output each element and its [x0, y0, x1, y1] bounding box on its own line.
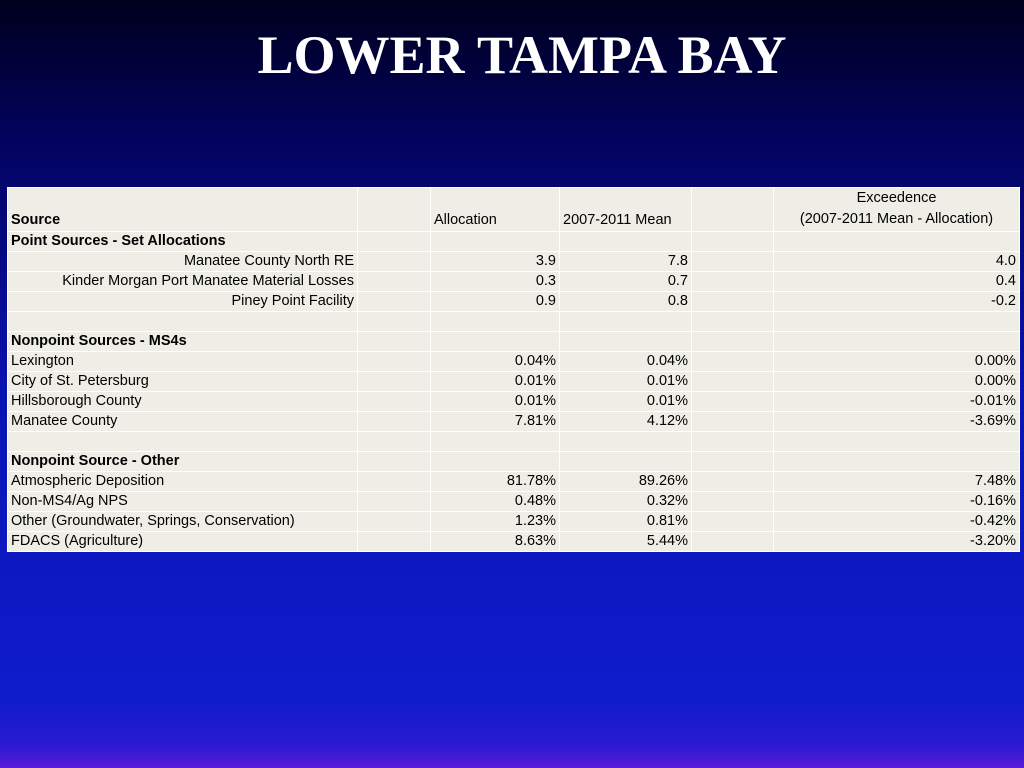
- header-exceedence-line1: Exceedence: [856, 190, 937, 206]
- row-mean: 4.12%: [559, 411, 692, 432]
- row-source: FDACS (Agriculture): [7, 531, 358, 552]
- row-mean: 0.8: [559, 291, 692, 312]
- spacer-row: [7, 311, 1020, 332]
- row-exceedence: -0.2: [773, 291, 1020, 312]
- header-empty-1: [357, 187, 431, 232]
- section-heading-row: Nonpoint Sources - MS4s: [7, 331, 1020, 352]
- row-allocation: 81.78%: [430, 471, 560, 492]
- section-heading-row: Point Sources - Set Allocations: [7, 231, 1020, 252]
- section-heading: Point Sources - Set Allocations: [7, 231, 358, 252]
- row-exceedence: 0.00%: [773, 351, 1020, 372]
- row-source: Lexington: [7, 351, 358, 372]
- allocation-table: Source Allocation 2007-2011 Mean Exceede…: [7, 187, 1020, 552]
- header-source: Source: [7, 187, 358, 232]
- row-mean: 5.44%: [559, 531, 692, 552]
- row-source: Manatee County: [7, 411, 358, 432]
- section-heading-row: Nonpoint Source - Other: [7, 451, 1020, 472]
- header-row: Source Allocation 2007-2011 Mean Exceede…: [7, 187, 1020, 232]
- row-mean: 0.01%: [559, 371, 692, 392]
- table-row: FDACS (Agriculture) 8.63% 5.44% -3.20%: [7, 531, 1020, 552]
- slide-title: LOWER TAMPA BAY: [257, 25, 787, 85]
- row-source: Non-MS4/Ag NPS: [7, 491, 358, 512]
- row-source: City of St. Petersburg: [7, 371, 358, 392]
- row-exceedence: 0.00%: [773, 371, 1020, 392]
- row-allocation: 0.9: [430, 291, 560, 312]
- row-exceedence: -0.42%: [773, 511, 1020, 532]
- row-source: Other (Groundwater, Springs, Conservatio…: [7, 511, 358, 532]
- row-allocation: 0.01%: [430, 371, 560, 392]
- row-exceedence: -0.01%: [773, 391, 1020, 412]
- section-heading: Nonpoint Sources - MS4s: [7, 331, 358, 352]
- row-allocation: 3.9: [430, 251, 560, 272]
- row-allocation: 0.3: [430, 271, 560, 292]
- row-exceedence: 7.48%: [773, 471, 1020, 492]
- row-allocation: 0.01%: [430, 391, 560, 412]
- row-exceedence: -3.20%: [773, 531, 1020, 552]
- table-row: Non-MS4/Ag NPS 0.48% 0.32% -0.16%: [7, 491, 1020, 512]
- row-mean: 0.81%: [559, 511, 692, 532]
- row-exceedence: -3.69%: [773, 411, 1020, 432]
- table-row: Atmospheric Deposition 81.78% 89.26% 7.4…: [7, 471, 1020, 492]
- row-mean: 0.04%: [559, 351, 692, 372]
- row-allocation: 0.04%: [430, 351, 560, 372]
- row-source: Atmospheric Deposition: [7, 471, 358, 492]
- row-allocation: 0.48%: [430, 491, 560, 512]
- table-row: Other (Groundwater, Springs, Conservatio…: [7, 511, 1020, 532]
- row-allocation: 8.63%: [430, 531, 560, 552]
- row-allocation: 7.81%: [430, 411, 560, 432]
- table-row: Piney Point Facility 0.9 0.8 -0.2: [7, 291, 1020, 312]
- table-row: Manatee County 7.81% 4.12% -3.69%: [7, 411, 1020, 432]
- header-exceedence-line2: (2007-2011 Mean - Allocation): [799, 211, 994, 227]
- section-heading: Nonpoint Source - Other: [7, 451, 358, 472]
- table-row: Hillsborough County 0.01% 0.01% -0.01%: [7, 391, 1020, 412]
- header-allocation: Allocation: [430, 187, 560, 232]
- row-mean: 0.32%: [559, 491, 692, 512]
- row-mean: 89.26%: [559, 471, 692, 492]
- table-row: Lexington 0.04% 0.04% 0.00%: [7, 351, 1020, 372]
- header-exceedence: Exceedence (2007-2011 Mean - Allocation): [773, 187, 1020, 232]
- row-source: Hillsborough County: [7, 391, 358, 412]
- spacer-row: [7, 431, 1020, 452]
- row-exceedence: 4.0: [773, 251, 1020, 272]
- table-row: Manatee County North RE 3.9 7.8 4.0: [7, 251, 1020, 272]
- table-row: City of St. Petersburg 0.01% 0.01% 0.00%: [7, 371, 1020, 392]
- row-allocation: 1.23%: [430, 511, 560, 532]
- table-row: Kinder Morgan Port Manatee Material Loss…: [7, 271, 1020, 292]
- row-exceedence: -0.16%: [773, 491, 1020, 512]
- header-empty-2: [691, 187, 774, 232]
- row-source: Piney Point Facility: [7, 291, 358, 312]
- row-mean: 0.01%: [559, 391, 692, 412]
- row-exceedence: 0.4: [773, 271, 1020, 292]
- allocation-table-container: Source Allocation 2007-2011 Mean Exceede…: [7, 187, 1020, 552]
- header-mean: 2007-2011 Mean: [559, 187, 692, 232]
- row-source: Manatee County North RE: [7, 251, 358, 272]
- row-source: Kinder Morgan Port Manatee Material Loss…: [7, 271, 358, 292]
- row-mean: 7.8: [559, 251, 692, 272]
- row-mean: 0.7: [559, 271, 692, 292]
